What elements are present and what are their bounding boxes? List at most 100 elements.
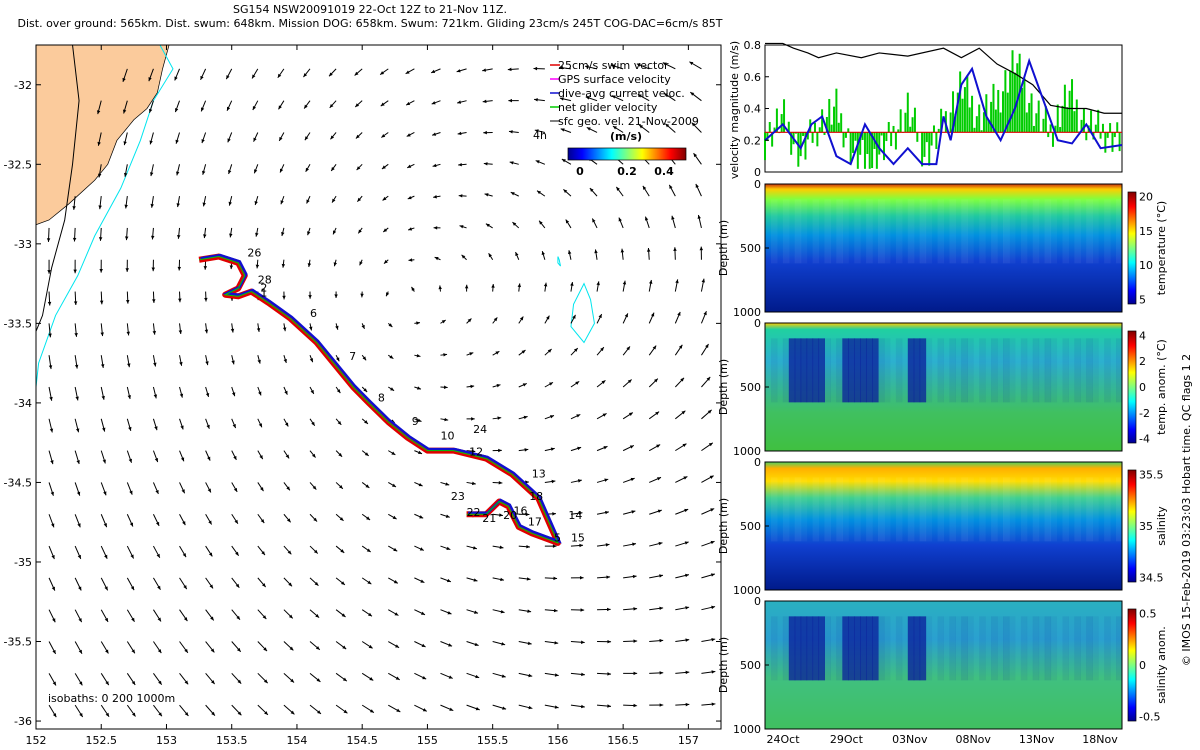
geo-arrow-head (151, 235, 155, 240)
section-texture (770, 477, 778, 542)
geo-arrow-head (104, 617, 109, 622)
geo-arrow-head (156, 553, 160, 558)
geo-arrow-head (177, 234, 181, 239)
geo-arrow-head (473, 578, 478, 582)
section-texture (836, 616, 843, 681)
geo-arrow-head (499, 545, 504, 549)
geo-arrow-head (252, 106, 257, 111)
geo-arrow-head (577, 479, 582, 483)
geo-arrow-head (657, 477, 662, 481)
geo-arrow-head (589, 188, 594, 192)
section-texture (907, 477, 915, 542)
geo-arrow-head (150, 203, 154, 208)
section-texture (836, 199, 843, 264)
geo-arrow-head (340, 549, 345, 553)
geo-arrow-head (256, 328, 261, 332)
geo-arrow-head (581, 704, 585, 709)
geo-arrow-head (340, 581, 345, 585)
section-texture (1044, 477, 1052, 542)
geo-arrow-head (491, 284, 495, 288)
geo-arrow-head (149, 172, 154, 177)
geo-arrow-head (685, 638, 690, 642)
geo-arrow-head (290, 678, 295, 683)
geo-arrow-head (525, 512, 530, 517)
section-texture (1062, 199, 1069, 264)
geo-arrow-head (475, 707, 480, 711)
land-mass (35, 44, 170, 226)
geo-arrow-head (461, 254, 466, 259)
geo-arrow-head (657, 509, 662, 513)
section-texture (794, 199, 802, 264)
geo-arrow-head (282, 327, 287, 332)
geo-arrow-head (310, 389, 314, 394)
geo-arrow-head (157, 617, 161, 622)
geo-arrow-head (102, 459, 106, 464)
section-texture (782, 616, 790, 681)
geo-arrow-head (711, 605, 716, 610)
geo-arrow-head (420, 579, 425, 583)
geo-arrow-head (98, 237, 103, 241)
section-texture (913, 338, 921, 403)
geo-arrow-head (488, 253, 492, 258)
geo-arrow-head (693, 153, 698, 158)
section-panel: 0 500 1000 Depth (m) -4 -2 0 2 4 temp. anom. (°C) (717, 317, 1168, 458)
section-texture (1062, 477, 1069, 542)
section-colorbar (1127, 191, 1137, 305)
geo-arrow-head (259, 455, 263, 460)
geo-arrow-head (559, 66, 564, 70)
geo-arrow-head (418, 482, 423, 487)
velocity-y-tick: 0 (754, 166, 761, 179)
geo-arrow-head (73, 269, 77, 274)
date-tick: 03Nov (892, 733, 928, 746)
geo-arrow-head (662, 62, 667, 66)
section-texture (955, 338, 962, 403)
day-label: 8 (378, 391, 385, 404)
geo-arrow-head (99, 268, 103, 273)
geo-arrow-head (563, 189, 568, 194)
geo-arrow-head (434, 257, 439, 261)
section-texture (902, 616, 908, 680)
geo-arrow-head (629, 445, 634, 449)
map-x-tick: 153.5 (216, 734, 248, 747)
section-texture (819, 477, 825, 541)
section-texture (1110, 616, 1116, 680)
geo-arrow-head (309, 326, 313, 331)
geo-arrow-head (677, 311, 681, 316)
day-label: 24 (473, 423, 487, 436)
geo-arrow-head (528, 673, 533, 678)
section-texture (907, 338, 915, 403)
section-texture (1104, 199, 1111, 264)
section-colorbar (1127, 330, 1137, 444)
geo-arrow-head (234, 519, 238, 524)
section-texture (866, 199, 873, 264)
day-label: 28 (258, 274, 272, 287)
geo-arrow-head (75, 428, 80, 433)
geo-arrow-head (482, 68, 487, 72)
colorbar-tick: 5 (1139, 294, 1146, 307)
geo-arrow-head (205, 392, 210, 397)
section-texture (806, 616, 814, 681)
geo-arrow-head (519, 316, 524, 321)
geo-arrow-head (131, 649, 135, 654)
geo-arrow-head (624, 313, 628, 318)
velocity-y-tick: 0.4 (744, 103, 762, 116)
geo-arrow-head (431, 101, 436, 105)
geo-arrow-head (443, 353, 448, 357)
figure-title: SG154 NSW20091019 22-Oct 12Z to 21-Nov 1… (233, 3, 507, 16)
geo-arrow-head (317, 710, 321, 714)
map-legend: 25cm/s swim vector GPS surface velocity … (533, 59, 699, 178)
section-texture (1104, 477, 1111, 542)
geo-arrow-head (184, 680, 189, 685)
section-texture (955, 199, 961, 263)
geo-arrow-head (483, 130, 487, 135)
geo-arrow-head (646, 247, 651, 252)
section-texture (919, 477, 927, 542)
geo-arrow-head (678, 344, 683, 349)
geo-arrow-head (411, 286, 415, 291)
map-y-tick: -35.5 (4, 636, 32, 649)
geo-arrow-head (699, 246, 704, 251)
geo-arrow-head (367, 580, 372, 585)
geo-arrow-head (626, 346, 630, 351)
geo-arrow-head (396, 708, 401, 712)
